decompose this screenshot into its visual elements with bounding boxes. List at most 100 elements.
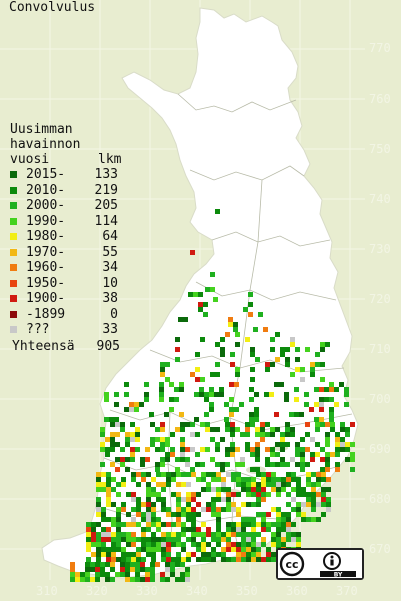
observation-square	[326, 497, 331, 502]
observation-square	[256, 472, 261, 477]
observation-square	[316, 477, 321, 482]
observation-square	[265, 367, 270, 372]
observation-square	[125, 432, 130, 437]
observation-square	[86, 527, 91, 532]
observation-square	[236, 477, 241, 482]
observation-square	[120, 447, 125, 452]
observation-square	[80, 572, 85, 577]
observation-square	[160, 372, 165, 377]
observation-square	[151, 522, 156, 527]
observation-square	[110, 577, 115, 582]
observation-square	[276, 487, 281, 492]
observation-square	[196, 542, 201, 547]
observation-square	[285, 422, 290, 427]
observation-square	[266, 547, 271, 552]
observation-square	[126, 537, 131, 542]
observation-square	[171, 477, 176, 482]
observation-square	[196, 502, 201, 507]
observation-square	[125, 567, 130, 572]
observation-square	[161, 502, 166, 507]
observation-square	[254, 392, 259, 397]
observation-square	[320, 347, 325, 352]
observation-square	[319, 407, 324, 412]
observation-square	[159, 387, 164, 392]
observation-square	[151, 557, 156, 562]
observation-square	[95, 562, 100, 567]
observation-square	[176, 557, 181, 562]
observation-square	[196, 557, 201, 562]
observation-square	[135, 572, 140, 577]
observation-square	[176, 517, 181, 522]
observation-square	[276, 477, 281, 482]
observation-square	[329, 382, 334, 387]
svg-text:cc: cc	[285, 558, 298, 571]
observation-square	[335, 437, 340, 442]
observation-square	[230, 442, 235, 447]
observation-square	[129, 402, 134, 407]
observation-square	[100, 442, 105, 447]
observation-square	[161, 497, 166, 502]
observation-square	[70, 567, 75, 572]
observation-square	[161, 547, 166, 552]
observation-square	[350, 457, 355, 462]
observation-square	[285, 357, 290, 362]
observation-square	[246, 492, 251, 497]
legend-item-count: 0	[110, 306, 118, 322]
observation-square	[115, 457, 120, 462]
observation-square	[91, 552, 96, 557]
observation-square	[241, 482, 246, 487]
observation-square	[135, 567, 140, 572]
observation-square	[124, 382, 129, 387]
observation-square	[276, 532, 281, 537]
observation-square	[131, 552, 136, 557]
observation-square	[295, 452, 300, 457]
observation-square	[215, 362, 220, 367]
observation-square	[120, 422, 125, 427]
observation-square	[251, 522, 256, 527]
observation-square	[101, 532, 106, 537]
observation-square	[111, 477, 116, 482]
observation-square	[209, 387, 214, 392]
observation-square	[229, 412, 234, 417]
observation-square	[281, 477, 286, 482]
observation-square	[270, 452, 275, 457]
observation-square	[271, 542, 276, 547]
observation-square	[286, 502, 291, 507]
observation-square	[120, 562, 125, 567]
observation-square	[141, 542, 146, 547]
observation-square	[203, 312, 208, 317]
observation-square	[220, 347, 225, 352]
observation-square	[270, 432, 275, 437]
observation-square	[170, 447, 175, 452]
observation-square	[211, 472, 216, 477]
observation-square	[96, 482, 101, 487]
observation-square	[175, 337, 180, 342]
observation-square	[220, 462, 225, 467]
legend-swatch	[10, 186, 17, 194]
observation-square	[311, 502, 316, 507]
observation-square	[111, 517, 116, 522]
observation-square	[216, 542, 221, 547]
observation-square	[125, 442, 130, 447]
observation-squares	[70, 209, 355, 582]
observation-square	[201, 532, 206, 537]
observation-square	[221, 482, 226, 487]
observation-square	[106, 537, 111, 542]
observation-square	[135, 437, 140, 442]
observation-square	[166, 507, 171, 512]
observation-square	[111, 532, 116, 537]
observation-square	[221, 547, 226, 552]
observation-square	[225, 422, 230, 427]
observation-square	[251, 502, 256, 507]
observation-square	[95, 572, 100, 577]
observation-square	[131, 517, 136, 522]
observation-square	[96, 512, 101, 517]
observation-square	[170, 432, 175, 437]
observation-square	[104, 397, 109, 402]
observation-square	[120, 427, 125, 432]
observation-square	[296, 532, 301, 537]
observation-square	[290, 342, 295, 347]
observation-square	[120, 572, 125, 577]
observation-square	[246, 547, 251, 552]
observation-square	[95, 577, 100, 582]
